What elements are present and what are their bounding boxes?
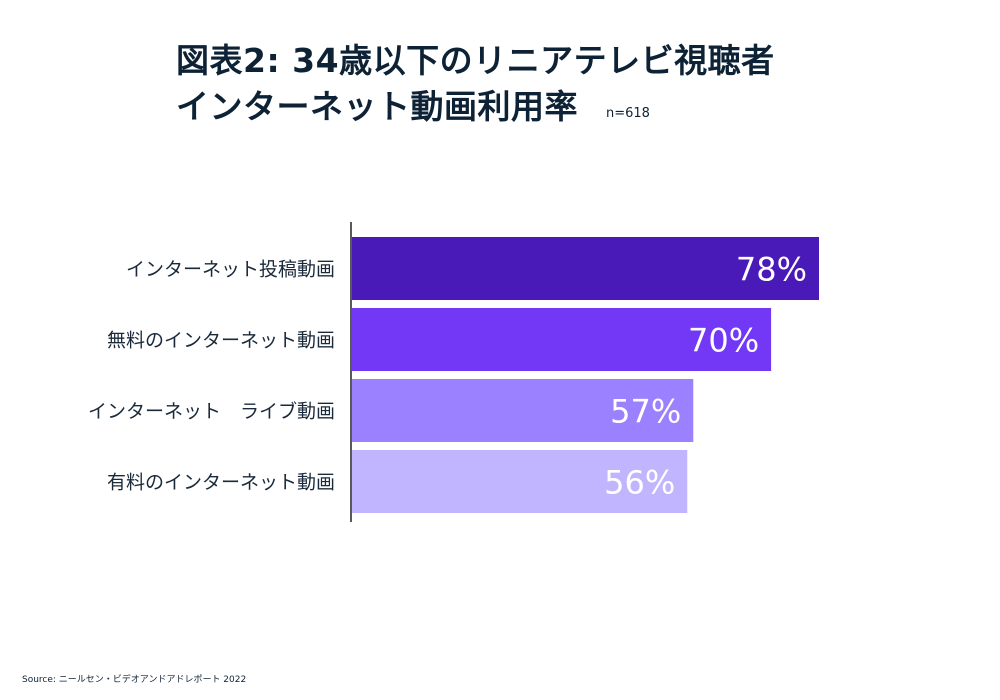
- bar-1: [352, 237, 819, 300]
- category-label-1: インターネット投稿動画: [126, 259, 335, 281]
- chart-title-line-2: インターネット動画利用率: [176, 87, 578, 126]
- bar-3: [352, 379, 694, 442]
- value-label-1: 78%: [736, 251, 807, 289]
- bar-4: [352, 450, 688, 513]
- category-label-2: 無料のインターネット動画: [107, 330, 335, 352]
- category-label-3: インターネット ライブ動画: [88, 400, 335, 423]
- source-note: Source: ニールセン・ビデオアンドアドレポート 2022: [22, 675, 247, 685]
- value-label-4: 56%: [604, 464, 675, 502]
- value-label-2: 70%: [688, 322, 759, 360]
- bar-2: [352, 308, 772, 371]
- value-label-3: 57%: [610, 393, 681, 431]
- chart-title: 図表2: 34歳以下のリニアテレビ視聴者 インターネット動画利用率: [176, 38, 775, 130]
- sample-size-label: n=618: [606, 106, 650, 121]
- category-label-4: 有料のインターネット動画: [107, 472, 335, 494]
- chart-title-line-1: 図表2: 34歳以下のリニアテレビ視聴者: [176, 41, 775, 80]
